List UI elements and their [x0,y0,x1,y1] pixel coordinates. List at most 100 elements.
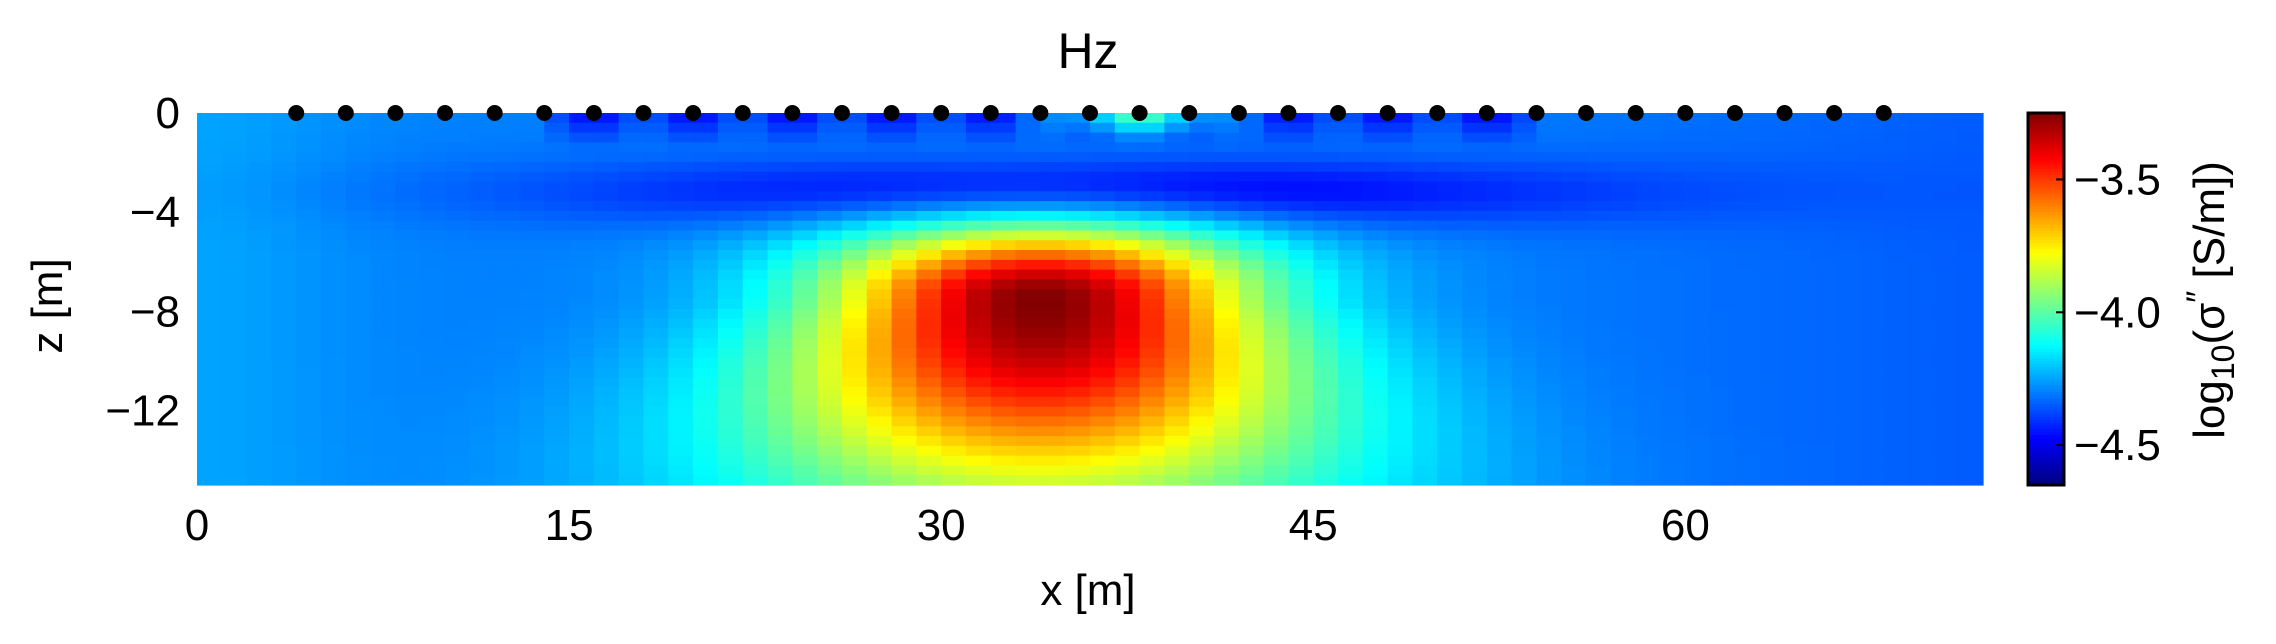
heatmap-cell [321,240,347,251]
heatmap-cell [1238,269,1265,281]
heatmap-cell [1511,279,1538,290]
heatmap-cell [519,289,545,300]
heatmap-cell [866,338,893,349]
heatmap-cell [1933,426,1959,437]
heatmap-cell [1883,230,1910,241]
heatmap-cell [1387,436,1414,447]
heatmap-cell [1710,132,1736,143]
heatmap-cell [1784,318,1810,329]
heatmap-cell [643,250,669,261]
heatmap-cell [271,357,297,369]
heatmap-cell [1015,308,1041,320]
heatmap-cell [1313,328,1339,339]
heatmap-cell [1883,201,1910,212]
heatmap-cell [445,152,471,163]
heatmap-cell [1114,308,1141,320]
heatmap-cell [1288,347,1314,359]
heatmap-cell [891,142,917,153]
heatmap-cell [1759,367,1786,378]
heatmap-cell [717,347,744,359]
heatmap-cell [618,416,645,427]
heatmap-cell [965,338,992,349]
heatmap-cell [345,210,372,222]
heatmap-cell [544,387,570,398]
heatmap-cell [1313,230,1339,241]
heatmap-cell [1734,318,1761,329]
colorbar-strip [2028,147,2064,151]
heatmap-cell [916,347,942,359]
heatmap-cell [767,171,793,183]
heatmap-cell [891,426,917,437]
heatmap-cell [221,201,248,212]
colorbar-strip [2028,187,2064,192]
heatmap-cell [1958,299,1984,310]
heatmap-cell [916,240,942,251]
heatmap-cell [544,132,570,143]
heatmap-cell [1660,367,1686,378]
heatmap-cell [1958,259,1984,271]
heatmap-cell [891,436,917,447]
heatmap-cell [1610,161,1637,173]
heatmap-cell [395,289,421,300]
heatmap-cell [544,171,570,183]
heatmap-cell [693,113,719,124]
heatmap-cell [1164,201,1190,212]
colorbar-strip [2028,292,2064,297]
heatmap-cell [1387,142,1414,153]
heatmap-cell [1090,201,1116,212]
heatmap-cell [1313,387,1339,398]
heatmap-cell [990,269,1017,281]
heatmap-cell [1660,152,1686,163]
heatmap-cell [643,475,669,486]
heatmap-cell [841,259,868,271]
heatmap-cell [742,367,769,378]
heatmap-cell [717,240,744,251]
heatmap-cell [1263,289,1290,300]
heatmap-cell [1189,230,1215,241]
heatmap-cell [1685,269,1711,281]
heatmap-cell [1362,122,1389,134]
heatmap-cell [717,377,744,388]
heatmap-cell [1015,122,1041,134]
heatmap-cell [1536,475,1562,486]
heatmap-cell [569,299,595,310]
heatmap-cell [717,289,744,300]
heatmap-cell [792,426,818,437]
heatmap-cell [1610,318,1637,329]
heatmap-cell [792,475,818,486]
heatmap-cell [1858,347,1885,359]
heatmap-cell [1610,191,1637,202]
heatmap-cell [593,230,620,241]
heatmap-cell [742,338,769,349]
heatmap-cell [1288,377,1314,388]
heatmap-cell [742,328,769,339]
heatmap-cell [668,357,694,369]
heatmap-cell [345,396,372,408]
heatmap-cell [1933,250,1959,261]
electrode-marker [1429,105,1446,121]
heatmap-cell [296,210,322,222]
electrode-marker [1131,105,1148,121]
heatmap-cell [1710,426,1736,437]
heatmap-cell [1486,347,1513,359]
heatmap-cell [1238,475,1265,486]
heatmap-cell [792,299,818,310]
heatmap-cell [1586,259,1612,271]
colorbar-tick-label: −4.5 [2074,421,2161,470]
colorbar-strip [2028,475,2064,480]
heatmap-cell [841,445,868,457]
heatmap-cell [1412,289,1438,300]
electrode-marker [1726,105,1743,121]
heatmap-cell [246,230,273,241]
heatmap-cell [891,191,917,202]
heatmap-cell [817,455,843,467]
heatmap-cell [1511,210,1538,222]
colorbar-strip [2028,379,2064,384]
x-tick-label: 60 [1661,501,1710,550]
heatmap-cell [1015,406,1041,418]
heatmap-cell [494,210,521,222]
heatmap-cell [841,240,868,251]
heatmap-cell [1759,308,1786,320]
heatmap-cell [1586,367,1612,378]
heatmap-cell [1933,445,1959,457]
